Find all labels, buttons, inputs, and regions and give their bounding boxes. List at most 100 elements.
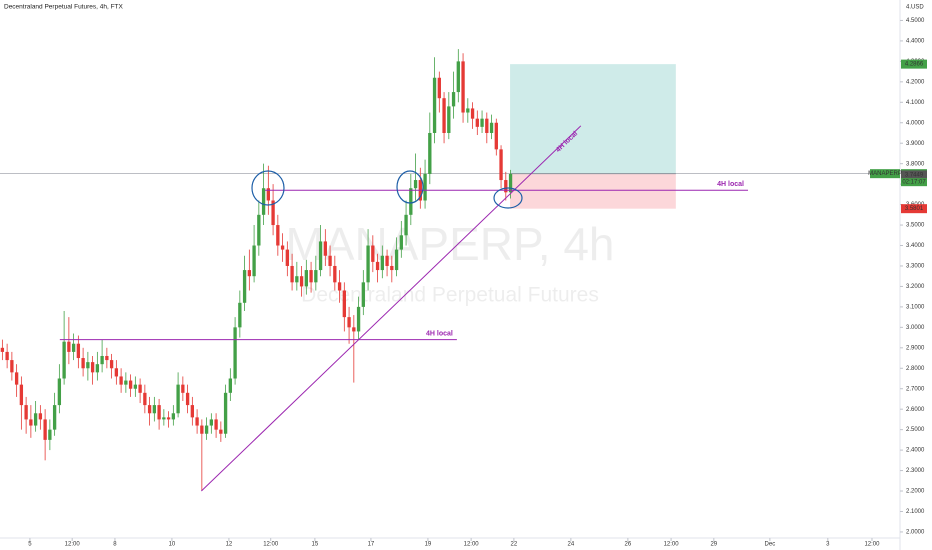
candle-body: [366, 245, 370, 283]
x-tick-label: Dec: [765, 542, 776, 548]
y-tick-label: 3.2000: [906, 284, 925, 290]
candle-body: [5, 351, 9, 361]
plot: 2.0000 2.1000 2.2000 2.3000 2.4000 2.5000 2.60…: [0, 18, 927, 548]
candle-body: [394, 249, 399, 271]
candle-body: [247, 270, 252, 277]
candle-body: [318, 241, 323, 271]
x-tick-label: 24: [568, 542, 575, 548]
x-tick-label: 12:00: [263, 542, 279, 548]
candle-body: [447, 106, 451, 133]
y-tick-label: 3.4000: [906, 243, 925, 249]
candle-body: [499, 149, 503, 181]
candle-body: [190, 405, 195, 418]
candle-body: [95, 364, 100, 373]
candle-body: [238, 302, 242, 328]
candle-body: [38, 413, 43, 420]
candle-body: [261, 188, 266, 215]
candle-body: [181, 384, 185, 393]
chart-title: Decentraland Perpetual Futures, 4h, FTX: [4, 4, 124, 11]
x-tick-label: 12: [226, 542, 233, 548]
candle-body: [285, 249, 289, 266]
y-tick-label: 4.0000: [906, 120, 925, 126]
candle-body: [352, 327, 356, 332]
symbol-tag: [870, 169, 900, 179]
countdown-label: 02:17:07: [902, 180, 926, 186]
candle-body: [81, 358, 85, 369]
candle-body: [451, 92, 456, 107]
candle-body: [90, 362, 95, 373]
y-tick-label: 4.1000: [906, 100, 925, 106]
candle-body: [62, 341, 66, 379]
candle-body: [228, 378, 233, 393]
candle-body: [147, 405, 152, 414]
candle-body: [43, 419, 47, 440]
y-tick-label: 2.4000: [906, 448, 925, 454]
candle-body: [257, 214, 261, 246]
x-tick-label: 19: [425, 542, 432, 548]
candle-body: [404, 214, 408, 236]
price-tag: [901, 170, 927, 180]
candle-body: [385, 255, 389, 266]
candle-body: [119, 376, 123, 385]
candle-body: [356, 306, 361, 332]
y-tick-label: 2.3000: [906, 468, 925, 474]
y-tick-label: 4.2000: [906, 79, 925, 85]
candle-body: [470, 108, 475, 119]
candle-body: [480, 118, 484, 127]
x-tick-label: 29: [710, 542, 717, 548]
candle-body: [57, 378, 62, 406]
x-tick-label: 26: [625, 542, 632, 548]
y-tick-label: 2.7000: [906, 386, 925, 392]
candle-body: [390, 265, 394, 271]
candle-body: [508, 173, 513, 193]
target-zone: [510, 64, 676, 174]
x-tick-label: 5: [28, 542, 32, 548]
level-label: 4H local: [426, 330, 453, 337]
watermark-subtitle: Decentraland Perpetual Futures: [301, 284, 599, 307]
hand-circle: [251, 170, 285, 206]
axis-unit: 4.USD: [906, 5, 924, 11]
candle-body: [466, 108, 470, 113]
y-tick-label: 2.9000: [906, 345, 925, 351]
candle-body: [375, 261, 380, 271]
candle-body: [323, 241, 327, 256]
candle-body: [442, 98, 446, 133]
y-tick-label: 4.5000: [906, 18, 925, 24]
candle-body: [432, 77, 437, 133]
candle-body: [133, 384, 138, 389]
price-tag-label: 3.7449: [905, 173, 924, 179]
candle-body: [299, 276, 304, 287]
candle-body: [128, 380, 133, 389]
candle-body: [19, 384, 24, 406]
candle-body: [489, 122, 494, 133]
candle-body: [100, 355, 104, 365]
candle-body: [195, 417, 199, 426]
candle-body: [109, 360, 114, 369]
trendline: [201, 125, 582, 492]
candle-body: [290, 265, 294, 283]
candle-body: [124, 380, 128, 385]
candle-body: [200, 425, 204, 434]
y-tick-label: 2.8000: [906, 366, 925, 372]
x-tick-label: 15: [312, 542, 319, 548]
candle-body: [157, 405, 161, 420]
x-tick-label: 22: [511, 542, 518, 548]
candle-body: [52, 405, 57, 430]
candle-body: [162, 417, 166, 420]
candle-body: [219, 429, 223, 434]
candle-body: [333, 265, 337, 283]
candle-body: [276, 225, 280, 246]
candle-body: [494, 122, 498, 150]
y-tick-label: 2.0000: [906, 530, 925, 536]
x-tick-label: 12:00: [65, 542, 81, 548]
candle-body: [29, 419, 33, 426]
candle-body: [504, 180, 508, 193]
candle-body: [242, 270, 247, 303]
watermark: MANAPERP, 4h: [286, 218, 615, 270]
y-tick-label: 4.4000: [906, 38, 925, 44]
candle-body: [266, 188, 270, 201]
hand-circle: [493, 187, 523, 209]
price-tag: [901, 204, 927, 214]
candle-body: [209, 419, 214, 426]
